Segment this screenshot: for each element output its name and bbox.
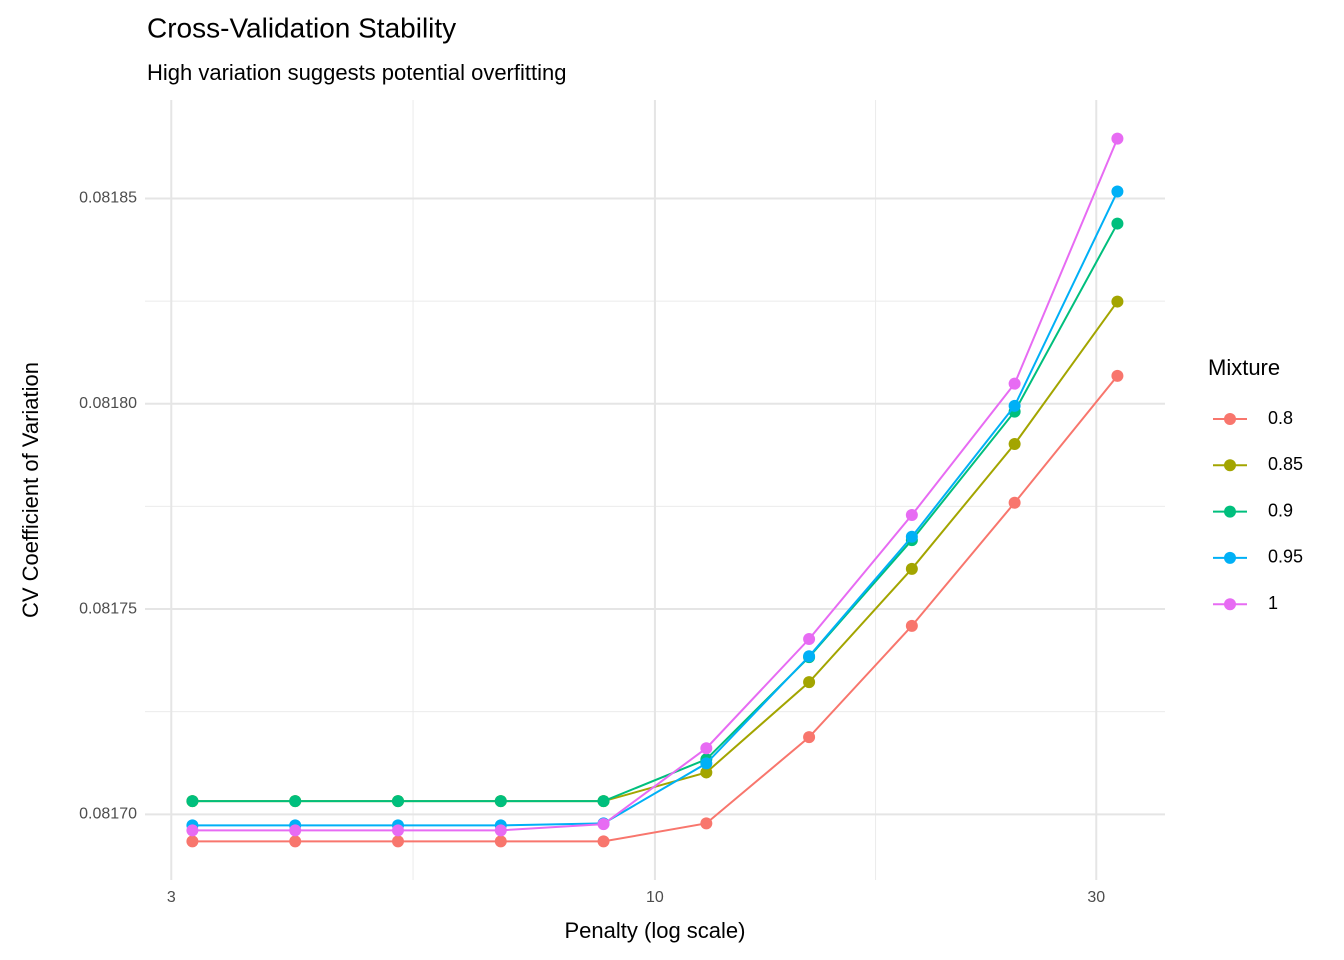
legend-label: 1	[1268, 593, 1278, 613]
data-point	[1111, 369, 1124, 382]
data-point	[1008, 399, 1021, 412]
data-point	[289, 824, 302, 837]
data-point	[905, 562, 918, 575]
series-line	[192, 223, 1119, 803]
y-tick-label: 0.08170	[79, 806, 137, 823]
data-point	[700, 766, 713, 779]
series-line	[192, 138, 1119, 832]
data-point	[391, 824, 404, 837]
series-line	[192, 191, 1119, 827]
data-point	[803, 650, 816, 663]
data-point	[494, 835, 507, 848]
data-point	[1008, 438, 1021, 451]
data-point	[1111, 217, 1124, 230]
x-tick-label: 10	[646, 889, 664, 906]
data-point	[597, 818, 610, 831]
legend-key-point	[1224, 413, 1236, 425]
data-point	[1008, 377, 1021, 390]
data-point	[186, 835, 199, 848]
data-point	[391, 795, 404, 808]
chart-subtitle: High variation suggests potential overfi…	[147, 60, 566, 85]
chart-title: Cross-Validation Stability	[147, 12, 456, 43]
data-point	[494, 824, 507, 837]
x-axis-label: Penalty (log scale)	[565, 918, 746, 943]
data-point	[700, 742, 713, 755]
data-point	[186, 824, 199, 837]
data-point	[391, 835, 404, 848]
legend-label: 0.85	[1268, 454, 1303, 474]
x-tick-label: 30	[1087, 889, 1105, 906]
legend-label: 0.9	[1268, 500, 1293, 520]
legend-key-point	[1224, 505, 1236, 518]
legend-key-point	[1224, 459, 1236, 472]
data-point	[1008, 496, 1021, 509]
legend-key-point	[1224, 551, 1236, 564]
legend-label: 0.95	[1268, 547, 1303, 567]
data-point	[905, 619, 918, 632]
data-point	[905, 509, 918, 522]
data-point	[803, 676, 816, 689]
data-point	[700, 817, 713, 830]
series-line	[192, 375, 1119, 843]
y-axis-label: CV Coefficient of Variation	[18, 362, 43, 618]
data-point	[905, 530, 918, 543]
legend-label: 0.8	[1268, 408, 1293, 428]
data-point	[289, 835, 302, 848]
data-point	[186, 795, 199, 808]
data-point	[289, 795, 302, 808]
data-point	[803, 731, 816, 744]
data-point	[494, 795, 507, 808]
data-point	[1111, 132, 1124, 145]
legend-key-point	[1224, 598, 1236, 611]
x-tick-label: 3	[167, 889, 176, 906]
legend-title: Mixture	[1208, 355, 1280, 380]
y-tick-label: 0.08180	[79, 395, 137, 412]
data-point	[597, 795, 610, 808]
data-point	[1111, 295, 1124, 308]
data-point	[597, 835, 610, 848]
y-tick-label: 0.08175	[79, 600, 137, 617]
data-point	[700, 757, 713, 770]
data-point	[1111, 185, 1124, 198]
y-tick-label: 0.08185	[79, 190, 137, 207]
data-point	[803, 633, 816, 646]
